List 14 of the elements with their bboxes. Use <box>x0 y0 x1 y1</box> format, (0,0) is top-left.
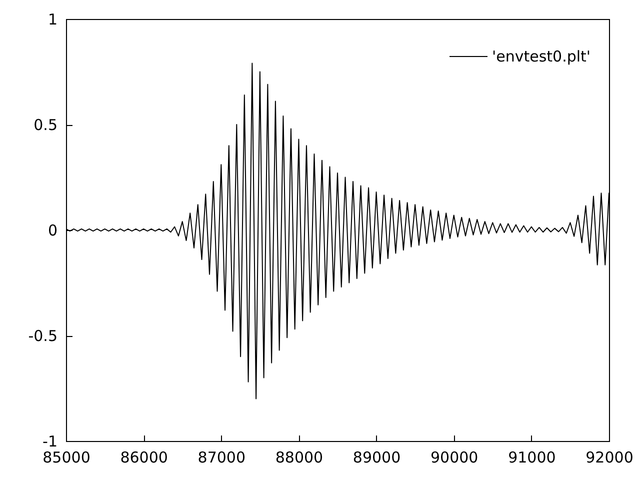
x-tick-label: 87000 <box>198 448 246 466</box>
x-tick-label: 85000 <box>42 448 90 466</box>
x-tick-label: 86000 <box>120 448 168 466</box>
x-tick-label: 89000 <box>352 448 401 466</box>
y-tick-label: -0.5 <box>28 327 58 345</box>
x-tick-label: 91000 <box>508 448 556 466</box>
x-tick-label: 88000 <box>275 448 324 466</box>
y-tick-label: 0 <box>48 222 58 240</box>
y-tick-label: -1 <box>42 432 58 450</box>
y-tick-label: 1 <box>48 10 58 28</box>
y-tick-label: 0.5 <box>34 116 58 134</box>
x-tick-label: 92000 <box>586 448 634 466</box>
legend-label: 'envtest0.plt' <box>492 48 591 66</box>
x-tick-label: 90000 <box>430 448 478 466</box>
